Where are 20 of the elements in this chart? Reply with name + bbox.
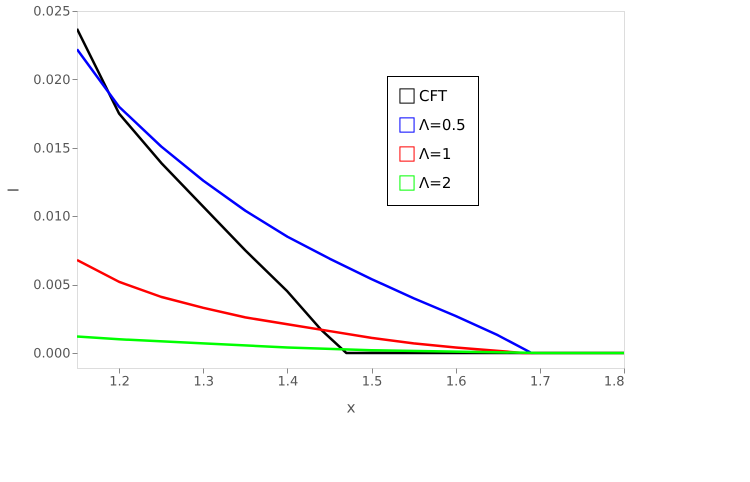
y-tick-label: 0.025 bbox=[33, 4, 70, 20]
x-tick-label: 1.7 bbox=[530, 374, 551, 390]
y-tick-label: 0.020 bbox=[33, 72, 70, 88]
x-tick-label: 1.8 bbox=[604, 374, 624, 390]
y-tick-label: 0.005 bbox=[33, 278, 70, 294]
x-tick-label: 1.6 bbox=[446, 374, 467, 390]
legend-label: CFT bbox=[419, 87, 448, 105]
x-tick-label: 1.4 bbox=[278, 374, 298, 390]
legend-label: Λ=2 bbox=[419, 174, 452, 192]
legend-label: Λ=1 bbox=[419, 145, 452, 163]
x-tick-label: 1.3 bbox=[193, 374, 214, 390]
x-tick-label: 1.2 bbox=[109, 374, 130, 390]
x-tick-label: 1.5 bbox=[362, 374, 382, 390]
y-tick-label: 0.000 bbox=[33, 346, 70, 362]
x-axis-title: x bbox=[346, 398, 356, 416]
line-series bbox=[77, 335, 624, 354]
legend-label: Λ=0.5 bbox=[419, 116, 466, 134]
y-tick-label: 0.015 bbox=[33, 141, 70, 156]
y-axis-title: I bbox=[4, 188, 22, 192]
y-tick-label: 0.010 bbox=[33, 210, 70, 225]
